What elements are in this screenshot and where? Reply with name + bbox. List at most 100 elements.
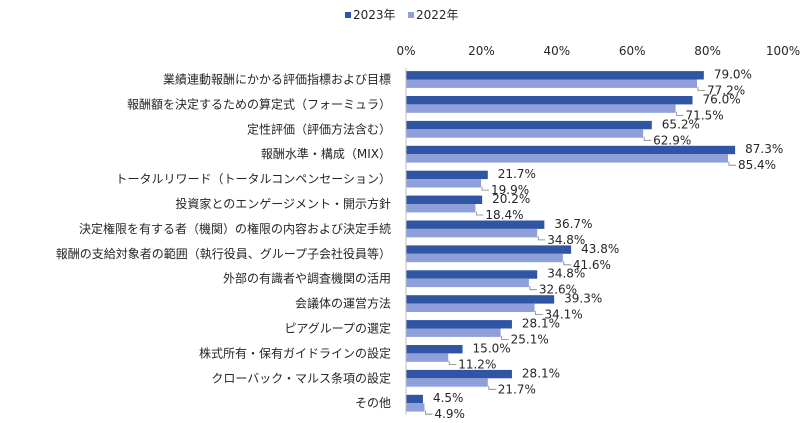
data-label-2022: 19.9% (491, 183, 529, 197)
bar-2022 (406, 129, 644, 138)
x-tick-label: 100% (766, 44, 800, 58)
category-label: 定性評価（評価方法含む） (247, 121, 391, 136)
category-label: 報酬額を決定するための算定式（フォーミュラ） (127, 96, 391, 111)
category-label: 業績連動報酬にかかる評価指標および目標 (163, 72, 391, 87)
data-label-2022: 71.5% (686, 108, 724, 122)
data-labels: 79.0% 77.2%76.0% 71.5%65.2% 62.9% 87.3% 85.4%… (425, 68, 783, 421)
category-label: トータルリワード（トータルコンペンセーション） (115, 172, 391, 186)
data-label-2023: 15.0% (473, 341, 511, 355)
category-label: 報酬の支給対象者の範囲（執行役員、グループ子会社役員等） (56, 246, 391, 261)
data-label-2022: 41.6% (573, 258, 611, 272)
data-label-2022: 18.4% (485, 208, 523, 222)
bar-2022 (406, 79, 698, 88)
data-label-2022: 25.1% (511, 333, 549, 347)
category-label: クローバック・マルス条項の設定 (211, 370, 391, 385)
category-label: 報酬水準・構成（MIX） (261, 146, 391, 161)
bars (406, 71, 736, 412)
data-label-2023: 87.3% (745, 142, 783, 156)
data-label-2023: 39.3% (564, 292, 602, 306)
bar-2023 (406, 220, 545, 229)
legend: 2023年 2022年 (345, 8, 459, 22)
leader-line (481, 186, 490, 191)
bar-2022 (406, 278, 529, 288)
leader-line (425, 410, 433, 415)
bar-2022 (406, 253, 563, 263)
leader-line (488, 385, 496, 390)
data-label-2023: 4.5% (433, 391, 464, 405)
data-label-2023: 79.0% (714, 68, 752, 82)
data-label-2023: 65.2% (662, 117, 700, 131)
bar-2023 (406, 369, 512, 379)
leader-line (697, 86, 706, 91)
category-label: 外部の有識者や調査機関の活用 (223, 271, 391, 286)
leader-line (728, 161, 736, 166)
bar-2022 (406, 328, 501, 337)
bar-2023 (406, 145, 736, 155)
leader-line (535, 311, 543, 315)
bar-2023 (406, 270, 538, 279)
data-label-2022: 4.9% (434, 407, 465, 421)
bar-2023 (406, 120, 652, 130)
bar-2023 (406, 394, 423, 404)
data-label-2023: 34.8% (547, 267, 585, 281)
bar-2023 (406, 245, 572, 254)
category-label: 投資家とのエンゲージメント・開示方針 (175, 196, 391, 211)
legend-label-0: 2023年 (353, 8, 396, 22)
data-label-2022: 21.7% (498, 382, 536, 396)
category-label: その他 (355, 396, 391, 410)
bar-2022 (406, 104, 676, 113)
bar-2022 (406, 403, 425, 412)
bar-2023 (406, 71, 704, 80)
leader-line (537, 236, 546, 241)
bar-2023 (406, 320, 512, 329)
x-tick-label: 0% (396, 44, 415, 58)
x-axis-ticks: 0% 20% 40% 60% 80% 100% (396, 44, 800, 58)
leader-line (563, 261, 571, 266)
bar-2023 (406, 295, 555, 304)
leader-line (643, 136, 652, 141)
leader-line (448, 360, 457, 365)
data-label-2022: 62.9% (653, 133, 691, 147)
data-label-2022: 34.8% (547, 233, 585, 247)
category-label: 決定権限を有する者（機関）の権限の内容および決定手続 (79, 221, 391, 236)
bar-2023 (406, 170, 488, 180)
bar-2023 (406, 345, 463, 354)
bar-2022 (406, 303, 535, 312)
legend-swatch-1 (408, 12, 414, 18)
x-tick-label: 60% (619, 44, 646, 58)
data-label-2022: 34.1% (545, 308, 583, 322)
data-label-2022: 11.2% (458, 357, 496, 371)
category-label: ピアグループの選定 (284, 321, 391, 336)
bar-2023 (406, 195, 483, 204)
data-label-2022: 85.4% (738, 158, 776, 172)
data-label-2023: 36.7% (554, 217, 592, 231)
leader-line (676, 111, 684, 116)
data-label-2023: 76.0% (703, 92, 741, 106)
leader-line (501, 335, 509, 340)
bar-2022 (406, 154, 728, 163)
data-label-2023: 28.1% (522, 317, 560, 331)
data-label-2022: 77.2% (707, 84, 745, 98)
leader-line (529, 286, 537, 291)
bar-2022 (406, 378, 488, 387)
legend-label-1: 2022年 (416, 8, 459, 22)
category-label: 会議体の運営方法 (295, 296, 391, 311)
data-label-2023: 28.1% (522, 366, 560, 380)
data-label-2023: 43.8% (581, 242, 619, 256)
x-tick-label: 40% (543, 44, 570, 58)
bar-2022 (406, 353, 449, 362)
category-label: 株式所有・保有ガイドラインの設定 (199, 345, 391, 360)
data-label-2022: 32.6% (539, 283, 577, 297)
data-label-2023: 21.7% (498, 167, 536, 181)
bar-2022 (406, 204, 476, 213)
legend-swatch-0 (345, 12, 351, 18)
bar-2022 (406, 228, 538, 238)
data-label-2023: 20.2% (492, 192, 530, 206)
bar-2023 (406, 96, 693, 105)
category-labels: 業績連動報酬にかかる評価指標および目標報酬額を決定するための算定式（フォーミュラ… (56, 72, 391, 411)
bar-2022 (406, 179, 482, 188)
x-tick-label: 20% (468, 44, 495, 58)
leader-line (475, 211, 484, 216)
x-tick-label: 80% (694, 44, 721, 58)
